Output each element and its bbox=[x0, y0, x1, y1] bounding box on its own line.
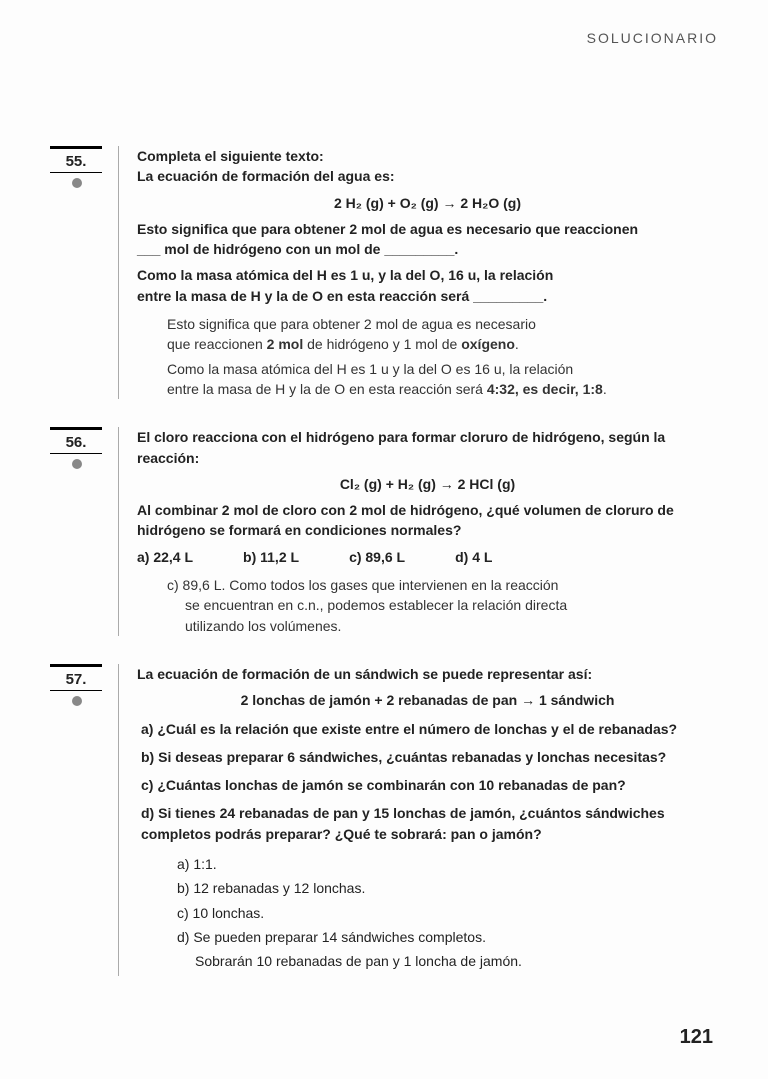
question-text: La ecuación de formación de un sándwich … bbox=[137, 664, 718, 684]
page-number: 121 bbox=[680, 1026, 713, 1049]
problem-55: 55. Completa el siguiente texto: La ecua… bbox=[50, 146, 718, 399]
answer-line: Como la masa atómica del H es 1 u y la d… bbox=[167, 359, 718, 379]
bold-text: 4:32, es decir, 1:8 bbox=[487, 381, 603, 397]
option-b: b) 11,2 L bbox=[243, 547, 299, 567]
answer-block: c) 89,6 L. Como todos los gases que inte… bbox=[167, 575, 718, 636]
answer-d1: d) Se pueden preparar 14 sándwiches comp… bbox=[177, 927, 718, 947]
question-c: c) ¿Cuántas lonchas de jamón se combinar… bbox=[141, 775, 718, 795]
problem-number: 55. bbox=[50, 146, 102, 173]
text: de hidrógeno y 1 mol de bbox=[303, 336, 461, 352]
equation: 2 lonchas de jamón + 2 rebanadas de pan … bbox=[137, 690, 718, 710]
bullet-icon bbox=[72, 459, 82, 469]
number-column: 57. bbox=[50, 664, 118, 976]
answer-line: que reaccionen 2 mol de hidrógeno y 1 mo… bbox=[167, 334, 718, 354]
answer-a: a) 1:1. bbox=[177, 854, 718, 874]
answer-line: se encuentran en c.n., podemos establece… bbox=[185, 595, 718, 615]
answer-line: c) 89,6 L. Como todos los gases que inte… bbox=[167, 575, 718, 595]
question-a: a) ¿Cuál es la relación que existe entre… bbox=[141, 719, 718, 739]
answer-block: Esto significa que para obtener 2 mol de… bbox=[167, 314, 718, 399]
question-text: Al combinar 2 mol de cloro con 2 mol de … bbox=[137, 500, 718, 541]
option-a: a) 22,4 L bbox=[137, 547, 193, 567]
equation: 2 H₂ (g) + O₂ (g) → 2 H₂O (g) bbox=[137, 193, 718, 213]
question-text: Completa el siguiente texto: bbox=[137, 146, 718, 166]
text: que reaccionen bbox=[167, 336, 267, 352]
answer-c: c) 10 lonchas. bbox=[177, 903, 718, 923]
option-d: d) 4 L bbox=[455, 547, 492, 567]
bullet-icon bbox=[72, 178, 82, 188]
options-row: a) 22,4 L b) 11,2 L c) 89,6 L d) 4 L bbox=[137, 547, 718, 567]
answer-d2: Sobrarán 10 rebanadas de pan y 1 loncha … bbox=[195, 951, 718, 971]
problem-number: 56. bbox=[50, 427, 102, 454]
question-b: b) Si deseas preparar 6 sándwiches, ¿cuá… bbox=[141, 747, 718, 767]
question-text: ___ mol de hidrógeno con un mol de _____… bbox=[137, 239, 718, 259]
bold-text: oxígeno bbox=[461, 336, 515, 352]
number-column: 56. bbox=[50, 427, 118, 636]
problem-content: La ecuación de formación de un sándwich … bbox=[118, 664, 718, 976]
question-d: d) Si tienes 24 rebanadas de pan y 15 lo… bbox=[141, 803, 718, 844]
problem-57: 57. La ecuación de formación de un sándw… bbox=[50, 664, 718, 976]
question-text: entre la masa de H y la de O en esta rea… bbox=[137, 286, 718, 306]
question-text: La ecuación de formación del agua es: bbox=[137, 166, 718, 186]
text: entre la masa de H y la de O en esta rea… bbox=[167, 381, 487, 397]
answer-line: entre la masa de H y la de O en esta rea… bbox=[167, 379, 718, 399]
page: SOLUCIONARIO 55. Completa el siguiente t… bbox=[0, 0, 768, 1079]
text: . bbox=[515, 336, 519, 352]
equation: Cl₂ (g) + H₂ (g) → 2 HCl (g) bbox=[137, 474, 718, 494]
text: . bbox=[603, 381, 607, 397]
answer-block: a) 1:1. b) 12 rebanadas y 12 lonchas. c)… bbox=[177, 854, 718, 971]
problem-content: Completa el siguiente texto: La ecuación… bbox=[118, 146, 718, 399]
bullet-icon bbox=[72, 696, 82, 706]
question-text: Esto significa que para obtener 2 mol de… bbox=[137, 219, 718, 239]
question-text: Como la masa atómica del H es 1 u, y la … bbox=[137, 265, 718, 285]
header-title: SOLUCIONARIO bbox=[50, 30, 718, 46]
question-text: El cloro reacciona con el hidrógeno para… bbox=[137, 427, 718, 468]
problem-56: 56. El cloro reacciona con el hidrógeno … bbox=[50, 427, 718, 636]
option-c: c) 89,6 L bbox=[349, 547, 405, 567]
answer-line: Esto significa que para obtener 2 mol de… bbox=[167, 314, 718, 334]
problem-content: El cloro reacciona con el hidrógeno para… bbox=[118, 427, 718, 636]
problem-number: 57. bbox=[50, 664, 102, 691]
answer-line: utilizando los volúmenes. bbox=[185, 616, 718, 636]
bold-text: 2 mol bbox=[267, 336, 304, 352]
number-column: 55. bbox=[50, 146, 118, 399]
answer-b: b) 12 rebanadas y 12 lonchas. bbox=[177, 878, 718, 898]
